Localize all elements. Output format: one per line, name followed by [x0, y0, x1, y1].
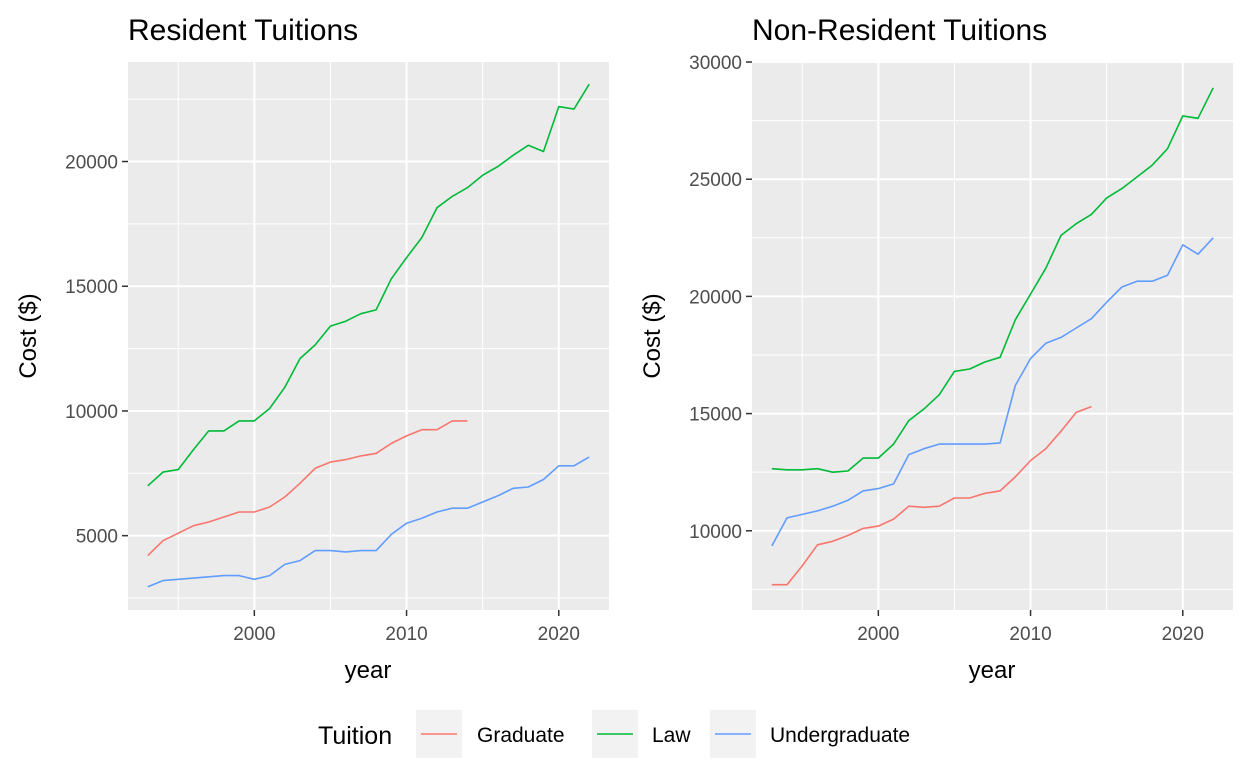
x-tick-labels: 2000 2010 2020 — [233, 610, 580, 645]
resident-tuitions-panel: Resident Tuitions 5000 10000 15000 20000 20… — [15, 14, 609, 684]
x-tick-label: 2020 — [538, 624, 580, 645]
x-tick-label: 2000 — [233, 624, 275, 645]
chart-title: Non-Resident Tuitions — [752, 14, 1047, 47]
x-tick-label: 2010 — [1009, 624, 1051, 645]
x-tick-label: 2010 — [385, 624, 427, 645]
y-tick-label: 15000 — [689, 405, 742, 426]
x-tick-label: 2020 — [1162, 624, 1204, 645]
y-tick-label: 15000 — [65, 277, 118, 298]
legend-label-graduate: Graduate — [477, 724, 565, 747]
series-lines — [771, 87, 1214, 586]
series-line-graduate — [147, 420, 468, 557]
legend-label-law: Law — [652, 724, 691, 747]
series-line-undergraduate — [771, 237, 1214, 547]
series-line-graduate — [771, 405, 1092, 586]
legend: Tuition Graduate Law Undergraduate — [318, 710, 910, 758]
x-axis-title: year — [969, 657, 1016, 684]
x-tick-labels: 2000 2010 2020 — [857, 610, 1204, 645]
y-axis-title: Cost ($) — [639, 293, 666, 378]
y-tick-label: 5000 — [76, 527, 118, 548]
legend-label-undergraduate: Undergraduate — [770, 724, 910, 747]
x-axis-title: year — [345, 657, 392, 684]
y-tick-label: 20000 — [689, 287, 742, 308]
plot-background — [128, 62, 609, 610]
y-tick-labels: 5000 10000 15000 20000 — [65, 153, 128, 548]
y-tick-label: 10000 — [689, 522, 742, 543]
y-tick-labels: 10000 15000 20000 25000 30000 — [689, 53, 752, 543]
y-tick-label: 30000 — [689, 53, 742, 74]
series-line-undergraduate — [147, 456, 590, 588]
gridlines — [128, 62, 609, 610]
chart-title: Resident Tuitions — [128, 14, 358, 47]
y-tick-label: 10000 — [65, 402, 118, 423]
y-tick-label: 20000 — [65, 153, 118, 174]
y-tick-label: 25000 — [689, 170, 742, 191]
series-line-law — [147, 83, 590, 487]
legend-title: Tuition — [318, 722, 392, 750]
series-line-law — [771, 87, 1214, 474]
series-lines — [147, 83, 590, 588]
non-resident-tuitions-panel: Non-Resident Tuitions 10000 15000 20000 250… — [639, 14, 1233, 684]
plot-background — [752, 62, 1233, 610]
x-tick-label: 2000 — [857, 624, 899, 645]
y-axis-title: Cost ($) — [15, 293, 42, 378]
